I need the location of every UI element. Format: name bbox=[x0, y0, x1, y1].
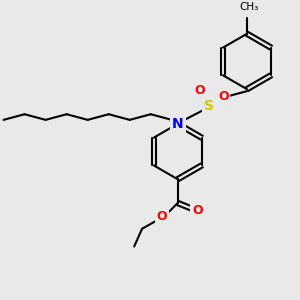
Text: O: O bbox=[192, 204, 203, 218]
Text: O: O bbox=[218, 90, 229, 103]
Text: CH₃: CH₃ bbox=[239, 2, 259, 12]
Text: O: O bbox=[157, 210, 167, 224]
Text: S: S bbox=[204, 99, 214, 113]
Text: O: O bbox=[194, 84, 205, 97]
Text: N: N bbox=[172, 117, 184, 131]
